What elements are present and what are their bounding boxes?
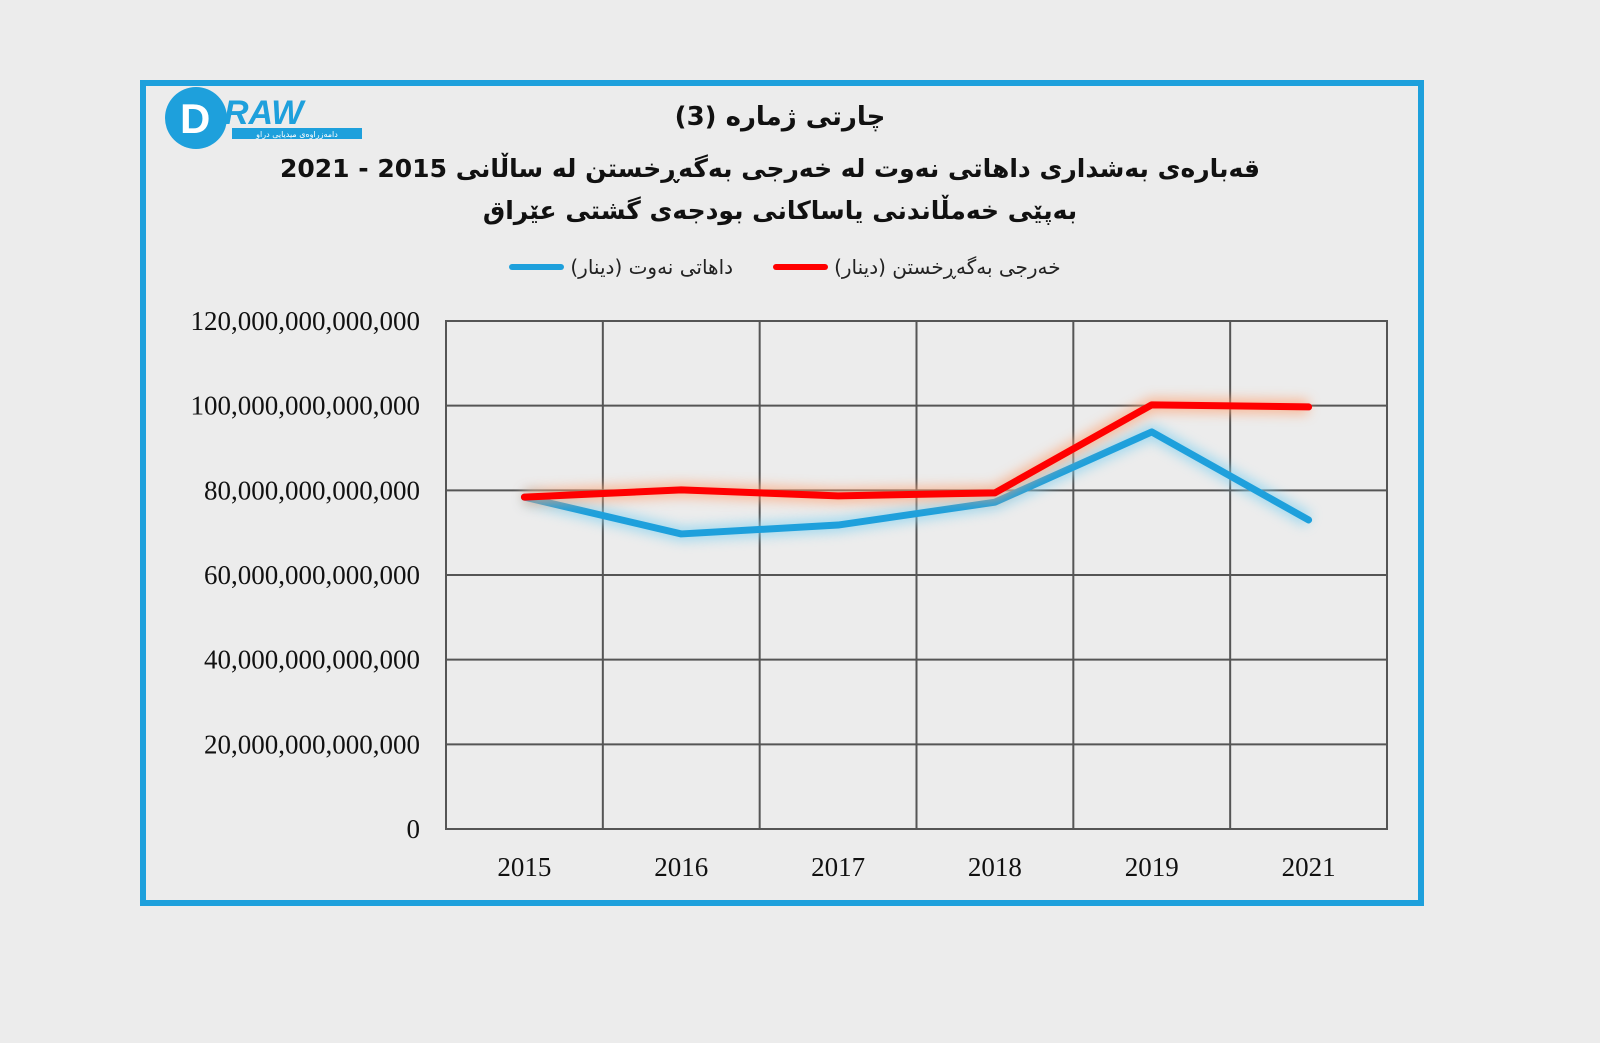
series-line-oil-revenue xyxy=(520,428,1313,538)
y-tick-label: 0 xyxy=(407,814,421,844)
y-tick-label: 100,000,000,000,000 xyxy=(191,391,421,421)
legend-label-oil-revenue: داهاتی نەوت (دینار) xyxy=(570,255,734,279)
chart-title: چارتی ژمارە (3) xyxy=(674,102,886,132)
legend-swatch-spending xyxy=(773,264,829,270)
y-tick-label: 120,000,000,000,000 xyxy=(191,306,421,336)
chart-frame xyxy=(140,80,1424,906)
legend: خەرجی بەگەڕخستن (دینار) داهاتی نەوت (دین… xyxy=(460,252,1110,282)
svg-text:دامەزراوەی میدیایی دراو: دامەزراوەی میدیایی دراو xyxy=(255,130,338,139)
legend-label-spending: خەرجی بەگەڕخستن (دینار) xyxy=(834,255,1061,279)
legend-swatch-oil-revenue xyxy=(509,264,565,270)
x-tick-label: 2019 xyxy=(1125,852,1179,882)
draw-logo: D RAW دامەزراوەی میدیایی دراو xyxy=(165,87,362,149)
y-tick-label: 40,000,000,000,000 xyxy=(204,645,420,675)
x-tick-label: 2015 xyxy=(497,852,551,882)
y-tick-label: 60,000,000,000,000 xyxy=(204,560,420,590)
chart-subtitle-1: قەبارەی بەشداری داهاتی نەوت لە خەرجی بەگ… xyxy=(280,154,1260,183)
x-tick-label: 2021 xyxy=(1282,852,1336,882)
x-tick-label: 2017 xyxy=(811,852,865,882)
y-tick-label: 20,000,000,000,000 xyxy=(204,729,420,759)
chart-subtitle-2: بەپێی خەمڵاندنی یاساکانی بودجەی گشتی عێر… xyxy=(482,196,1078,225)
legend-item-oil-revenue: داهاتی نەوت (دینار) xyxy=(509,255,733,279)
legend-item-spending: خەرجی بەگەڕخستن (دینار) xyxy=(773,255,1061,279)
series-line-spending xyxy=(520,401,1313,501)
svg-text:D: D xyxy=(180,95,210,142)
y-tick-label: 80,000,000,000,000 xyxy=(204,475,420,505)
x-tick-label: 2018 xyxy=(968,852,1022,882)
svg-text:RAW: RAW xyxy=(224,94,306,132)
x-tick-label: 2016 xyxy=(654,852,708,882)
